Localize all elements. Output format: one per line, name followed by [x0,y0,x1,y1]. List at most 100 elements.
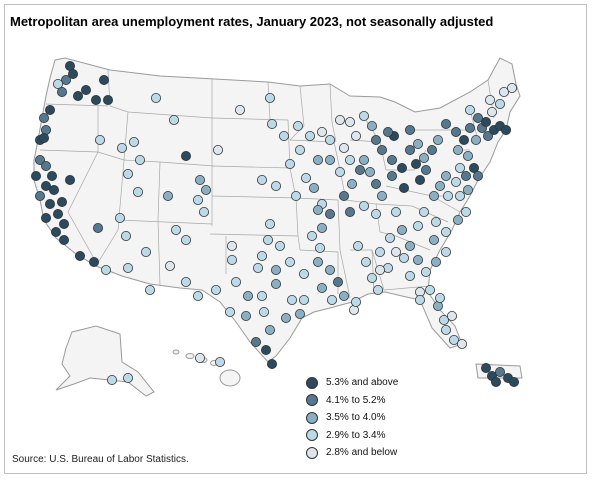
metro-area-dot [280,312,291,323]
metro-area-dot [278,130,289,141]
metro-area-dot [420,266,431,277]
metro-area-dot [41,212,52,223]
metro-area-dot [456,338,467,349]
metro-area-dot [144,284,155,295]
metro-area-dot [123,372,134,383]
metro-area-dot [49,184,60,195]
metro-area-dot [140,246,151,257]
metro-area-dot [65,174,76,185]
metro-area-dot [458,134,469,145]
metro-area-dot [506,83,517,94]
metro-area-dot [382,127,393,138]
metro-area-dot [440,170,451,181]
metro-area-dot [338,190,349,201]
metro-area-dot [350,296,361,307]
hawaii-outline [172,349,241,387]
metro-area-dot [256,250,267,261]
metro-area-dot [312,204,323,215]
metro-area-dot [500,125,511,136]
metro-area-dot [390,246,401,257]
metro-area-dot [214,356,225,367]
metro-area-dot [242,290,253,301]
metro-area-dot [326,294,337,305]
metro-area-dot [107,374,118,385]
metro-area-dot [123,168,134,179]
metro-area-dot [440,246,451,257]
metro-area-dot [344,117,355,128]
metro-area-dot [370,208,381,219]
metro-area-dot [454,190,465,201]
metro-area-dot [484,95,495,106]
metro-area-dot [256,174,267,185]
metro-area-dot [57,87,68,98]
legend-label: 3.5% to 4.0% [326,412,386,424]
metro-area-dot [121,230,132,241]
metro-area-dot [51,226,62,237]
metro-area-dot [270,264,281,275]
metro-area-dot [262,234,273,245]
metro-area-dot [494,99,505,110]
metro-area-dot [438,314,449,325]
metro-area-dot [312,154,323,165]
metro-area-dot [364,166,375,177]
metro-area-dot [420,164,431,175]
metro-area-dot [298,294,309,305]
metro-area-dot [430,256,441,267]
metro-area-dot [398,252,409,263]
metro-area-dot [460,206,471,217]
metro-area-dot [324,264,335,275]
metro-area-dot [192,290,203,301]
metro-area-dot [434,180,445,191]
metro-area-dot [123,262,134,273]
metro-area-dot [59,234,70,245]
metro-area-dot [354,164,365,175]
metro-area-dot [290,190,301,201]
legend-item: 2.9% to 3.4% [306,427,398,445]
metro-area-dot [132,186,143,197]
metro-area-dot [472,170,483,181]
metro-area-dot [270,180,281,191]
metro-area-dot [432,134,443,145]
metro-area-dot [450,127,461,138]
metro-area-dot [294,144,305,155]
metro-area-dot [264,218,275,229]
metro-area-dot [35,154,46,165]
metro-area-dot [53,208,64,219]
metro-area-dot [324,208,335,219]
metro-area-dot [53,79,64,90]
metro-area-dot [358,154,369,165]
legend-swatch [306,446,318,459]
metro-area-dot [464,123,475,134]
metro-area-dot [396,162,407,173]
metro-area-dot [404,144,415,155]
metro-area-dot [61,75,72,86]
metro-area-dot [308,182,319,193]
metro-area-dot [45,105,56,116]
metro-area-dot [304,130,315,141]
metro-area-dot [270,278,281,289]
metro-area-dot [266,119,277,130]
metro-area-dot [448,334,459,345]
metro-area-dot [162,190,173,201]
metro-area-dot [35,190,46,201]
metro-area-dot [312,256,323,267]
metro-area-dot [352,240,363,251]
metro-area-dot [410,158,421,169]
metro-area-dot [264,93,275,104]
metro-area-dot [452,144,463,155]
metro-area-dot [468,162,479,173]
metro-area-dot [234,105,245,116]
metro-area-dot [258,306,269,317]
metro-area-dot [384,232,395,243]
metro-area-dot [462,150,473,161]
metro-area-dot [446,310,457,321]
metro-area-dot [194,174,205,185]
legend: 5.3% and above 4.1% to 5.2% 3.5% to 4.0%… [306,374,398,462]
metro-dots [30,61,519,387]
metro-area-dot [224,306,235,317]
metro-area-dot [180,276,191,287]
metro-area-dot [117,142,128,153]
metro-area-dot [360,256,371,267]
metro-area-dot [414,174,425,185]
